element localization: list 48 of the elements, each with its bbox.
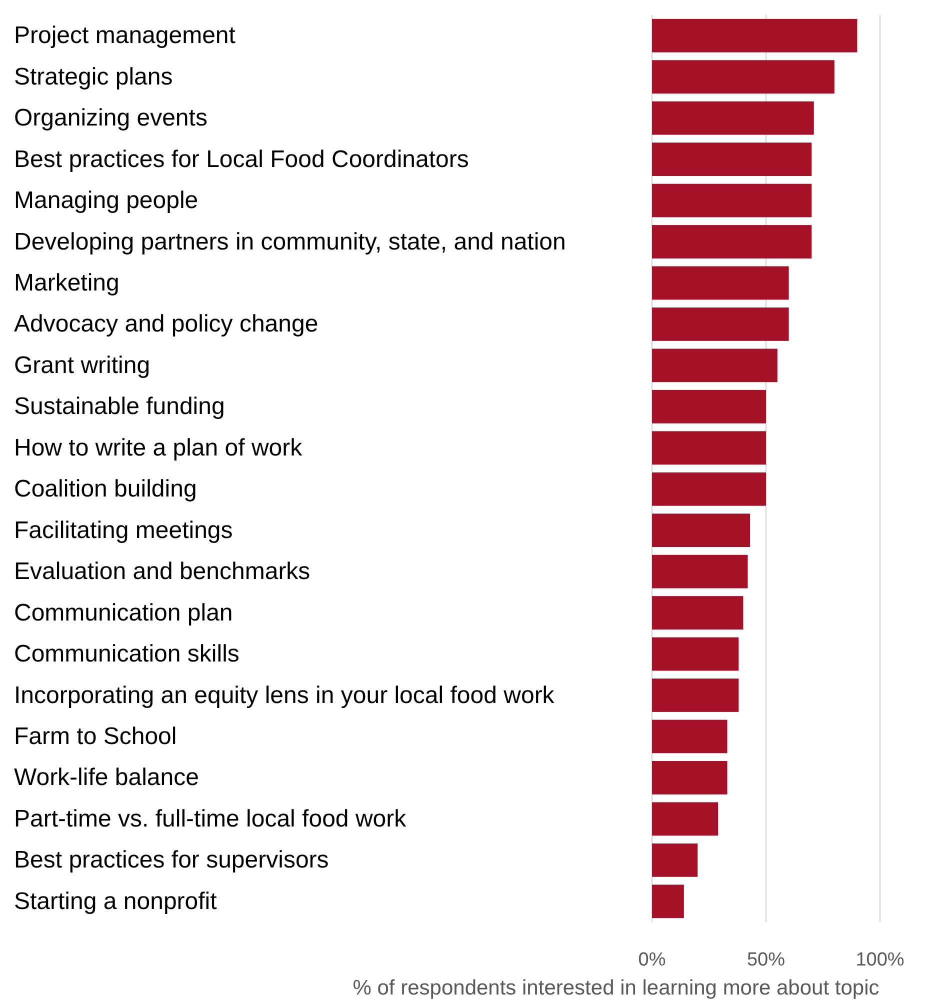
bar [652,184,812,218]
y-tick-label: Incorporating an equity lens in your local food work [14,682,556,709]
y-tick-label: Advocacy and policy change [14,310,318,338]
bar [652,843,698,877]
y-tick-label: Grant writing [14,352,150,379]
y-tick-label: Best practices for supervisors [14,846,329,874]
bar [652,720,728,754]
y-tick-label: Starting a nonprofit [14,888,218,915]
y-tick-label: Developing partners in community, state, and nation [14,228,566,256]
bar [652,266,789,300]
y-tick-label: Strategic plans [14,63,173,90]
y-tick-label: Organizing events [14,104,208,132]
bar [652,802,718,836]
bar [652,101,814,135]
bar [652,60,834,94]
bar [652,142,812,176]
bar [652,554,748,588]
y-tick-label: Communication skills [14,640,240,668]
y-tick-label: Best practices for Local Food Coordinators [14,146,469,173]
x-tick-label: 100% [856,950,904,970]
y-tick-label: Managing people [14,187,198,214]
y-tick-label: Farm to School [14,722,177,750]
y-tick-label: How to write a plan of work [14,434,304,462]
bar [652,348,778,382]
x-tick-label: 50% [746,950,786,970]
bar [652,884,684,918]
bar [652,596,744,630]
bar [652,514,750,548]
y-tick-label: Coalition building [14,476,197,503]
bar [652,637,739,671]
y-tick-label: Work-life balance [14,764,199,792]
bar [652,431,766,465]
y-tick-label: Facilitating meetings [14,516,233,544]
bar [652,225,812,258]
y-tick-label: Part-time vs. full-time local food work [14,805,408,832]
bar [652,390,766,424]
y-tick-label: Project management [14,22,236,50]
y-tick-label: Communication plan [14,599,233,626]
bar [652,18,858,52]
bar [652,678,739,712]
x-tick-label: 0% [638,950,666,970]
y-tick-label: Evaluation and benchmarks [14,558,310,586]
bar [652,308,789,341]
y-tick-label: Marketing [14,269,120,296]
bar [652,761,728,794]
bar [652,472,766,506]
x-axis-title: % of respondents interested in learning more about topic [352,976,880,1000]
y-tick-label: Sustainable funding [14,393,225,420]
